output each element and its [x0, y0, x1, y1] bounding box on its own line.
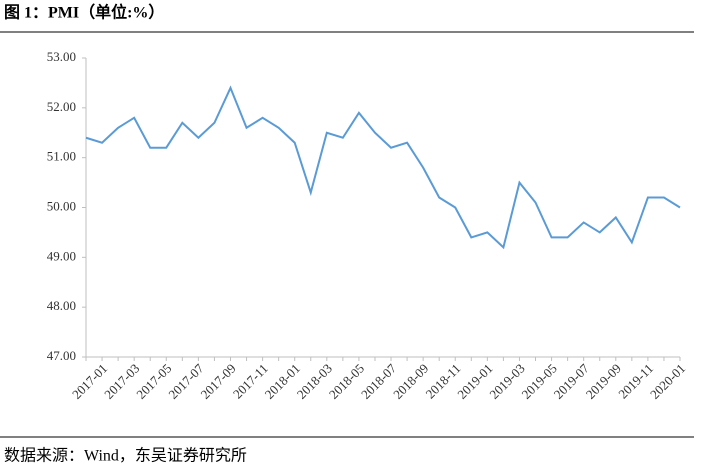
- x-tick-label: 2018-01: [262, 361, 303, 402]
- y-tick-label: 50.00: [47, 198, 76, 213]
- x-tick-label: 2017-09: [197, 361, 238, 402]
- line: [85, 85, 681, 250]
- x-tick-label: 2018-05: [326, 361, 367, 402]
- y-tick-label: 52.00: [47, 99, 76, 114]
- y-tick-label: 48.00: [47, 298, 76, 313]
- x-tick-label: 2017-05: [133, 361, 174, 402]
- chart-title: 图 1：PMI（单位:%）: [4, 3, 164, 22]
- x-tick-label: 2018-03: [294, 361, 335, 402]
- x-tick-label: 2019-05: [519, 361, 560, 402]
- x-tick-label: 2018-09: [390, 361, 431, 402]
- x-tick-label: 2017-03: [101, 361, 142, 402]
- x-tick-label: 2019-01: [454, 361, 495, 402]
- y-tick-label: 53.00: [47, 49, 76, 64]
- y-tick-label: 49.00: [47, 248, 76, 263]
- source: 数据来源：Wind，东吴证券研究所: [4, 447, 247, 465]
- x-tick-label: 2019-09: [583, 361, 624, 402]
- x-tick-label: 2017-01: [69, 361, 110, 402]
- x-tick-label: 2020-01: [647, 361, 688, 402]
- y-tick-label: 51.00: [47, 149, 76, 164]
- x-tick-label: 2019-03: [486, 361, 527, 402]
- y-tick-label: 47.00: [47, 348, 76, 363]
